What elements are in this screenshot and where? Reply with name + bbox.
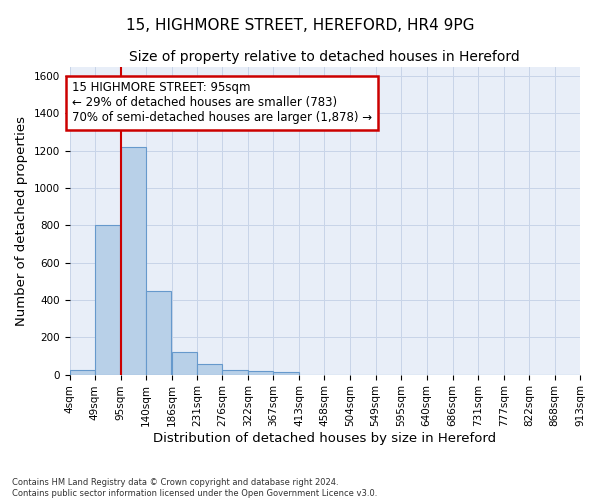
Text: 15, HIGHMORE STREET, HEREFORD, HR4 9PG: 15, HIGHMORE STREET, HEREFORD, HR4 9PG	[126, 18, 474, 32]
X-axis label: Distribution of detached houses by size in Hereford: Distribution of detached houses by size …	[153, 432, 496, 445]
Y-axis label: Number of detached properties: Number of detached properties	[15, 116, 28, 326]
Bar	[146, 290, 171, 374]
Title: Size of property relative to detached houses in Hereford: Size of property relative to detached ho…	[130, 50, 520, 64]
Bar	[95, 225, 120, 374]
Bar	[197, 364, 222, 374]
Bar	[274, 372, 299, 374]
Text: 15 HIGHMORE STREET: 95sqm
← 29% of detached houses are smaller (783)
70% of semi: 15 HIGHMORE STREET: 95sqm ← 29% of detac…	[72, 82, 372, 124]
Text: Contains HM Land Registry data © Crown copyright and database right 2024.
Contai: Contains HM Land Registry data © Crown c…	[12, 478, 377, 498]
Bar	[248, 371, 274, 374]
Bar	[70, 370, 95, 374]
Bar	[172, 352, 197, 374]
Bar	[222, 370, 248, 374]
Bar	[121, 147, 146, 374]
